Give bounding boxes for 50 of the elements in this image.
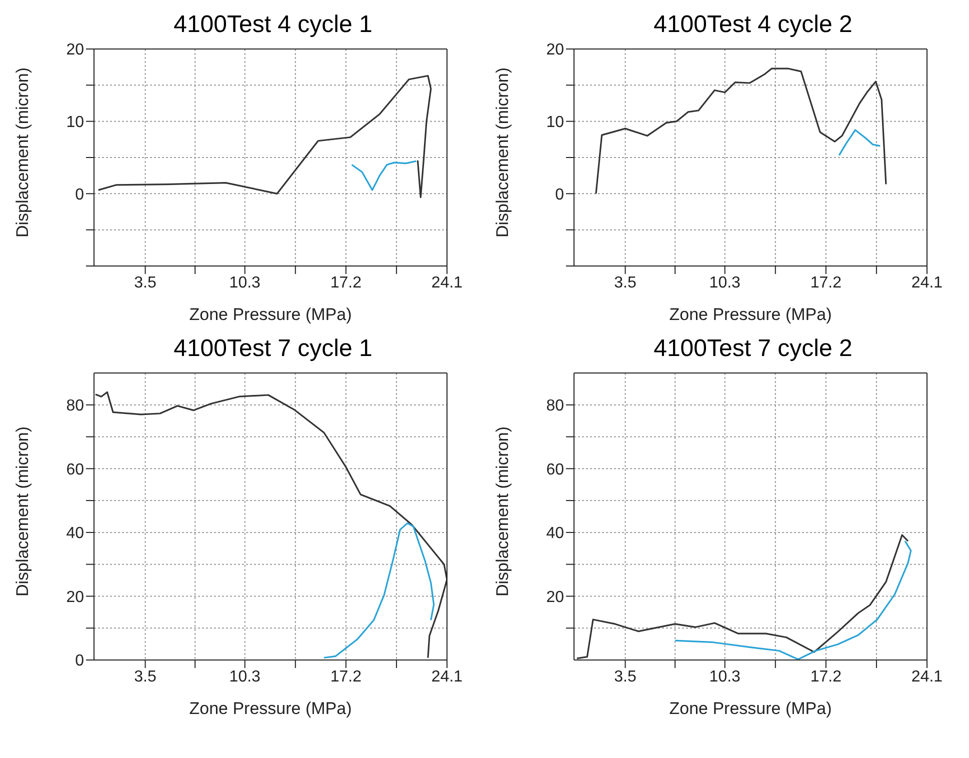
- y-tick-label: 20: [66, 588, 84, 606]
- y-tick-label: 40: [546, 525, 564, 542]
- x-tick-label: 10.3: [229, 668, 261, 686]
- x-axis-title: Zone Pressure (MPa): [669, 305, 832, 324]
- y-axis-title: Displacement (micron): [13, 426, 32, 596]
- chart-title: 4100Test 7 cycle 2: [652, 334, 854, 364]
- x-tick-label: 10.3: [709, 668, 741, 686]
- y-tick-label: 0: [75, 652, 84, 670]
- y-axis-title: Displacement (micron): [13, 67, 32, 238]
- line-series: [674, 540, 912, 660]
- x-tick-label: 24.1: [911, 668, 943, 686]
- x-tick-label: 17.2: [330, 668, 362, 686]
- x-axis-title: Zone Pressure (MPa): [669, 699, 832, 718]
- x-tick-label: 17.2: [330, 274, 362, 292]
- y-axis-title: Displacement (micron): [493, 426, 512, 596]
- y-tick-label: 0: [555, 186, 564, 204]
- y-tick-label: 80: [546, 398, 564, 415]
- y-tick-label: 10: [66, 114, 84, 132]
- y-tick-label: 10: [546, 114, 564, 132]
- line-series: [98, 74, 432, 198]
- x-tick-label: 24.1: [431, 668, 463, 686]
- y-tick-label: 0: [75, 186, 84, 204]
- x-tick-label: 24.1: [431, 274, 463, 292]
- x-tick-label: 3.5: [614, 668, 636, 686]
- line-series: [838, 129, 881, 156]
- x-tick-label: 24.1: [911, 274, 943, 292]
- line-series: [595, 68, 887, 194]
- y-tick-label: 40: [66, 525, 84, 542]
- y-tick-label: 20: [546, 42, 564, 59]
- x-tick-label: 10.3: [709, 274, 741, 292]
- chart-title: 4100Test 7 cycle 1: [172, 334, 374, 364]
- x-tick-label: 17.2: [810, 668, 842, 686]
- x-tick-label: 3.5: [614, 274, 636, 292]
- y-tick-label: 60: [66, 461, 84, 478]
- line-series: [323, 522, 435, 659]
- chart-title: 4100Test 4 cycle 1: [172, 10, 374, 40]
- line-series: [576, 534, 909, 660]
- line-series: [350, 160, 418, 191]
- y-tick-label: 20: [546, 588, 564, 606]
- x-axis-title: Zone Pressure (MPa): [189, 305, 352, 324]
- y-tick-label: 60: [546, 461, 564, 478]
- x-tick-label: 3.5: [134, 668, 156, 686]
- y-tick-label: 80: [66, 398, 84, 415]
- chart-title: 4100Test 4 cycle 2: [652, 10, 854, 40]
- x-tick-label: 17.2: [810, 274, 842, 292]
- x-axis-title: Zone Pressure (MPa): [189, 699, 352, 718]
- x-tick-label: 10.3: [229, 274, 261, 292]
- x-tick-label: 3.5: [134, 274, 156, 292]
- y-axis-title: Displacement (micron): [493, 67, 512, 238]
- y-tick-label: 20: [66, 42, 84, 59]
